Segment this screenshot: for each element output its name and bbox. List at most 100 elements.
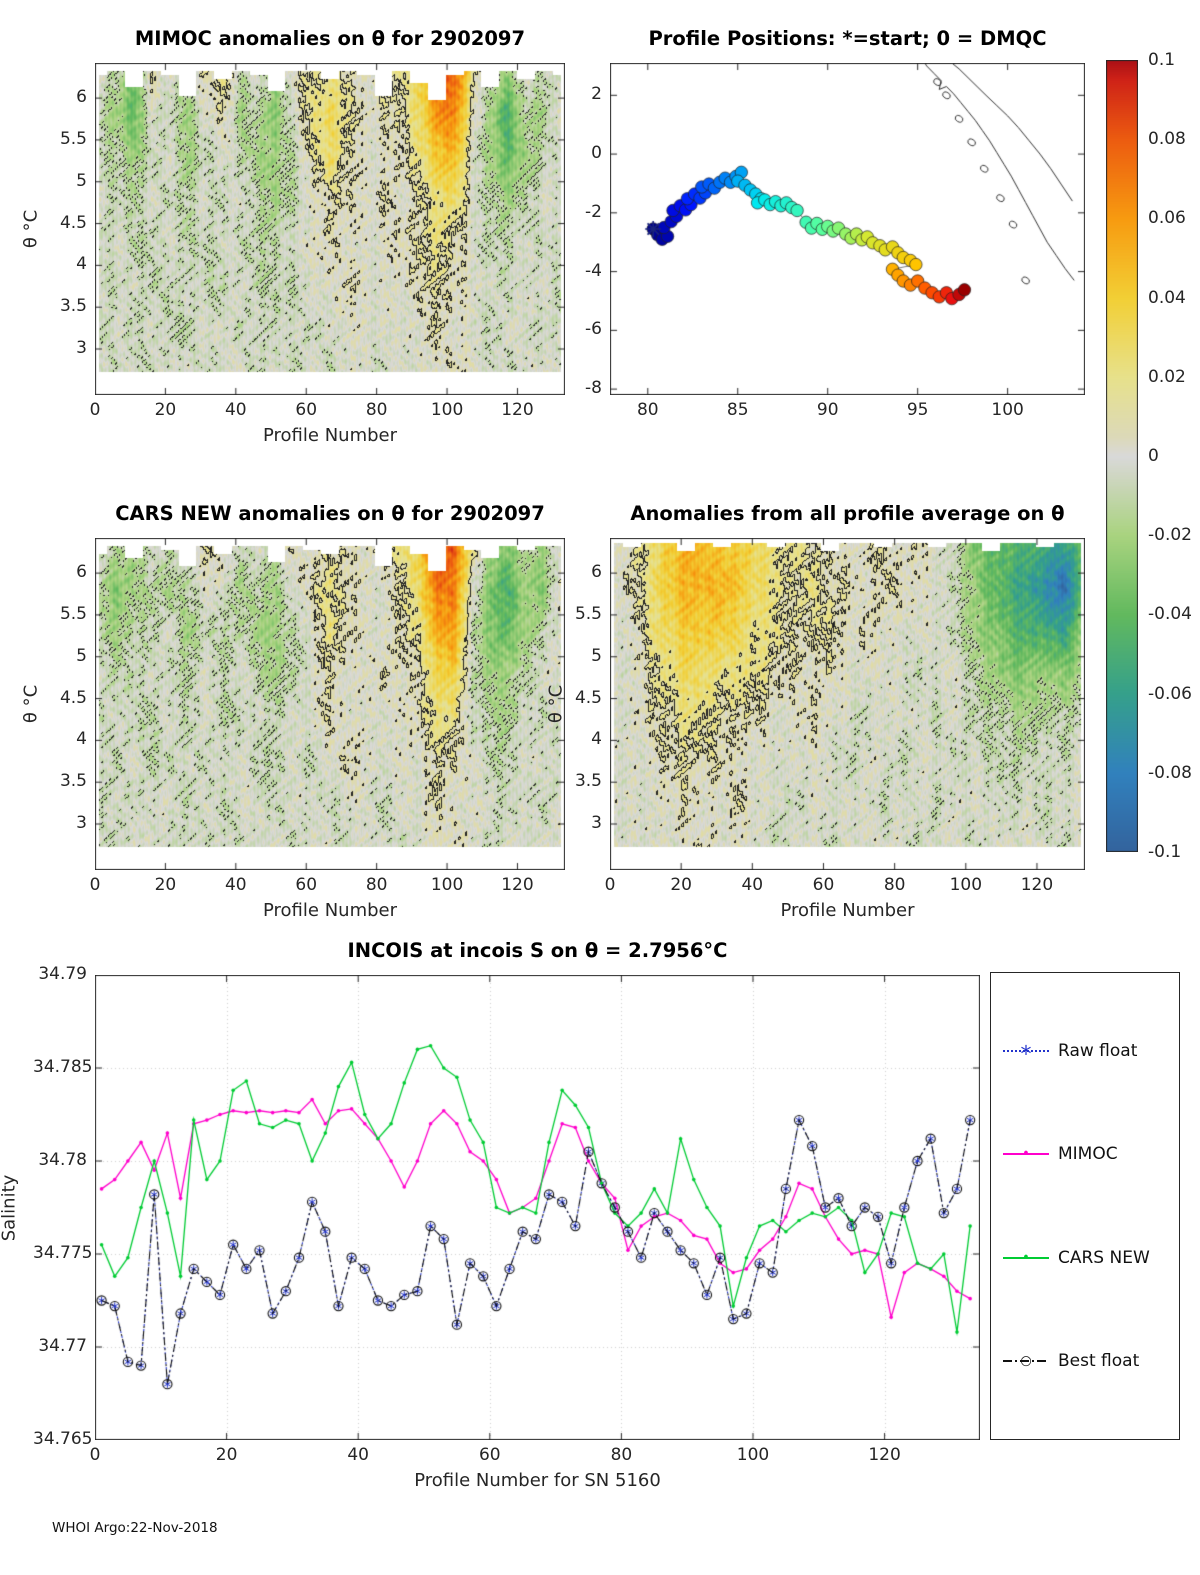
x-tick-label: 80 [636,400,659,420]
y-tick-label: 3.5 [59,296,87,317]
x-tick-label: 40 [741,875,764,895]
colorbar-tick-label: 0 [1148,446,1159,466]
colorbar: 0.1 0.08 0.06 0.04 0.02 0 -0.02 -0.04 -0.06 -0.08… [1106,50,1192,862]
y-tick-label: -4 [585,260,602,281]
x-tick-label: 0 [89,1445,101,1465]
y-tick-label: 3 [76,813,87,833]
y-tick-label: 5.5 [59,603,87,624]
x-axis-label: Profile Number for SN 5160 [414,1470,661,1491]
colorbar-tick-label: -0.06 [1148,683,1192,704]
legend-label: MIMOC [1058,1144,1118,1165]
x-tick-label: 60 [812,875,835,895]
y-tick-label: 34.775 [33,1243,93,1263]
x-tick-labels: 0 20 40 60 80 100 120 [90,1440,980,1466]
dot-marker-icon: • [1022,1146,1030,1162]
colorbar-tick-label: -0.08 [1148,762,1192,783]
y-tick-label: 5 [76,645,87,666]
x-tick-label: 120 [1020,875,1054,895]
profile-positions-map [610,63,1085,395]
y-axis-label: θ °C [20,209,42,249]
y-tick-labels: 2 0 -2 -4 -6 -8 [548,63,602,398]
colorbar-tick-label: 0.06 [1148,208,1186,229]
legend-entry-cars-new: • CARS NEW [1003,1248,1175,1268]
y-tick-labels: 3 3.5 4 4.5 5 5.5 6 [548,538,602,870]
y-tick-label: 4.5 [59,212,87,233]
colorbar-tick-label: -0.02 [1148,525,1192,546]
y-tick-labels: 3 3.5 4 4.5 5 5.5 6 [33,63,87,395]
y-tick-label: 5 [76,170,87,191]
y-tick-label: 34.77 [38,1336,87,1356]
y-tick-label: 0 [591,143,602,164]
x-tick-label: 100 [430,875,464,895]
salinity-line-chart [95,975,980,1440]
y-tick-label: -2 [585,201,602,222]
y-tick-label: 34.78 [38,1150,87,1170]
asterisk-marker-icon: * [1020,1042,1032,1068]
colorbar-tick-label: 0.02 [1148,366,1186,387]
x-tick-label: 120 [501,875,534,895]
y-tick-label: 5 [591,645,602,666]
x-tick-label: 100 [991,400,1024,420]
x-tick-label: 120 [868,1445,901,1465]
x-tick-label: 85 [726,400,749,420]
x-tick-label: 80 [365,400,388,420]
x-tick-label: 0 [89,400,101,420]
colorbar-tick-label: -0.04 [1148,604,1192,625]
legend-line-sample: * [1003,1043,1049,1066]
legend-line-sample: • [1003,1250,1049,1266]
colorbar-tick-label: 0.1 [1148,50,1176,70]
footer-text: WHOI Argo:22-Nov-2018 [52,1520,218,1536]
x-tick-label: 80 [610,1445,633,1465]
x-axis-label: Profile Number [780,900,915,921]
y-tick-label: 6 [76,562,87,583]
x-tick-label: 100 [949,875,983,895]
panel-title: CARS NEW anomalies on θ for 2902097 [115,502,545,525]
panel-cars-new-anomalies: CARS NEW anomalies on θ for 2902097 0 20 4… [21,502,565,921]
legend-label: CARS NEW [1058,1247,1150,1268]
panel-title: INCOIS at incois S on θ = 2.7956°C [347,939,728,962]
x-tick-label: 20 [670,875,692,895]
y-tick-label: -6 [585,319,602,340]
legend-line-sample: ○ [1003,1353,1049,1369]
y-tick-label: 5.5 [574,603,602,624]
x-tick-label: 60 [295,400,318,420]
y-tick-label: 3.5 [59,771,87,792]
x-tick-label: 80 [365,875,388,895]
panel-title: MIMOC anomalies on θ for 2902097 [134,27,526,50]
y-tick-label: 4.5 [574,687,602,708]
x-tick-label: 60 [478,1445,501,1465]
y-tick-label: 2 [591,84,602,105]
y-tick-label: 5.5 [59,128,87,149]
average-anomalies-heatmap [610,538,1085,870]
colorbar-tick-labels: 0.1 0.08 0.06 0.04 0.02 0 -0.02 -0.04 -0.06 -0.08… [1148,50,1200,862]
x-tick-label: 95 [906,400,929,420]
legend-label: Raw float [1058,1040,1138,1061]
y-axis-label: θ °C [545,684,567,724]
panel-incois-salinity: INCOIS at incois S on θ = 2.7956°C 0 20 40… [0,939,980,1491]
x-tick-labels: 0 20 40 60 80 100 120 [90,870,565,896]
x-axis-label: Profile Number [263,425,397,446]
panel-mimoc-anomalies: MIMOC anomalies on θ for 2902097 0 20 40 60… [21,27,565,446]
y-tick-label: 3 [76,338,87,358]
legend-label: Best float [1058,1351,1140,1372]
x-tick-label: 60 [295,875,318,895]
x-tick-label: 120 [501,400,534,420]
y-tick-labels: 34.765 34.77 34.775 34.78 34.785 34.79 [33,964,93,1449]
x-tick-label: 40 [224,400,247,420]
mimoc-anomalies-heatmap [95,63,565,395]
y-tick-label: 4.5 [59,687,87,708]
circle-marker-icon: ○ [1020,1353,1032,1369]
y-tick-labels: 3 3.5 4 4.5 5 5.5 6 [33,538,87,870]
panel-profile-positions: Profile Positions: *=start; 0 = DMQC 80 8… [585,27,1085,420]
cars-new-anomalies-heatmap [95,538,565,870]
x-tick-label: 20 [154,400,177,420]
colorbar-gradient [1106,60,1138,852]
y-tick-label: 3 [591,813,602,833]
x-tick-label: 40 [347,1445,369,1465]
x-tick-label: 40 [224,875,247,895]
x-tick-label: 100 [430,400,464,420]
x-tick-label: 20 [215,1445,238,1465]
y-tick-label: 3.5 [574,771,602,792]
legend-entry-mimoc: • MIMOC [1003,1144,1175,1164]
